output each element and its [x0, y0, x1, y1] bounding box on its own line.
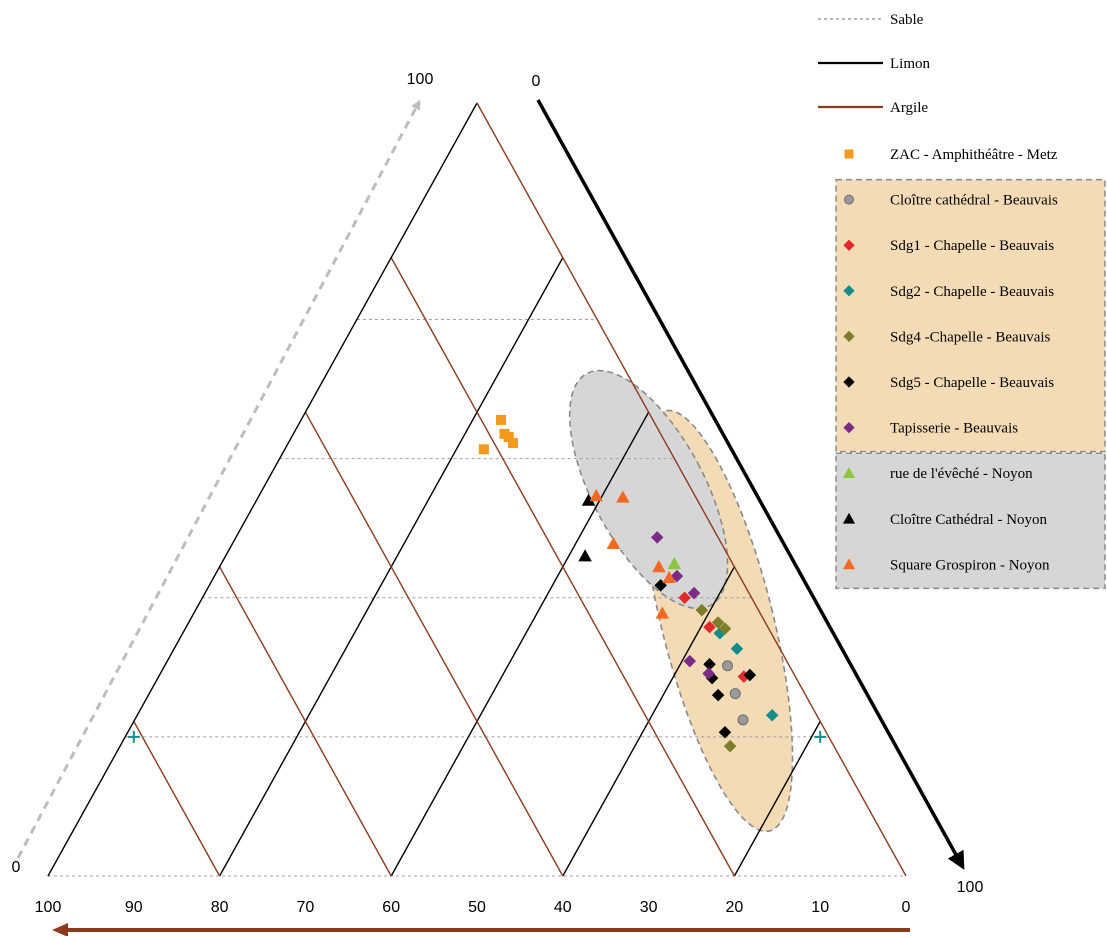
data-point [606, 536, 621, 550]
argile-tick-label: 30 [640, 899, 658, 916]
legend-marker [842, 558, 856, 570]
legend-marker [843, 239, 855, 251]
data-point [703, 657, 716, 671]
sable-start-label: 0 [12, 859, 21, 876]
legend-line-label: Sable [890, 12, 924, 28]
limon-grid-line [733, 721, 821, 877]
legend-marker [843, 330, 855, 343]
legend-group-box-beauvais [835, 178, 1106, 453]
data-points [127, 414, 827, 753]
legend-marker [843, 376, 855, 388]
argile-grid-line [218, 566, 392, 877]
sable-axis-arrow [16, 99, 421, 859]
data-point [503, 431, 514, 442]
data-point [667, 556, 682, 570]
data-point [723, 739, 737, 753]
data-point [702, 667, 715, 680]
data-point [730, 642, 744, 655]
data-point [652, 560, 666, 573]
argile-tick-label: 70 [297, 899, 315, 916]
data-point [711, 616, 725, 629]
legend-series-label: Sdg2 - Chapelle - Beauvais [890, 284, 1054, 300]
argile-tick-label: 60 [382, 899, 400, 916]
axis-arrows [16, 99, 965, 936]
data-point [729, 688, 741, 700]
argile-tick-label: 40 [554, 899, 572, 916]
data-point [616, 490, 630, 503]
legend-line-label: Limon [890, 56, 930, 72]
data-point [722, 660, 734, 672]
calibration-mark [814, 730, 827, 743]
data-point [718, 622, 732, 635]
legend-series-label: Tapisserie - Beauvais [890, 421, 1018, 437]
limon-start-label: 0 [532, 73, 541, 90]
argile-tick-label: 10 [811, 899, 829, 916]
grid-lines [47, 102, 907, 877]
limon-axis-arrow [536, 99, 965, 870]
data-point [650, 531, 664, 544]
data-point [683, 654, 697, 668]
legend-marker [843, 285, 855, 297]
argile-tick-label: 0 [902, 899, 911, 916]
data-point [695, 603, 709, 617]
legend-marker [842, 467, 856, 479]
data-point [655, 606, 670, 619]
legend: Sable Limon Argile ZAC - Amphithéâtre - Met… [818, 12, 1106, 590]
argile-tick-label: 20 [726, 899, 744, 916]
data-point [703, 620, 716, 634]
argile-tick-label: 90 [125, 899, 143, 916]
argile-tick-label: 50 [468, 899, 486, 916]
legend-series-label: Sdg4 -Chapelle - Beauvais [890, 329, 1051, 345]
data-point [765, 708, 779, 722]
argile-tick-label: 80 [211, 899, 229, 916]
limon-end-label: 100 [957, 879, 984, 896]
argile-grid-line [304, 411, 564, 877]
legend-group-box-noyon [835, 452, 1106, 590]
argile-grid-line [390, 257, 736, 877]
legend-line-label: Argile [890, 100, 928, 116]
data-point [711, 688, 725, 702]
sable-end-label: 100 [407, 71, 434, 88]
legend-series-label: ZAC - Amphithéâtre - Metz [890, 147, 1058, 163]
data-point [718, 725, 732, 739]
legend-series-label: Cloître Cathédral - Noyon [890, 512, 1048, 528]
calibration-mark [127, 730, 140, 743]
limon-grid-line [390, 411, 650, 877]
data-point [478, 444, 489, 455]
data-point [581, 493, 596, 506]
data-point [496, 414, 507, 425]
data-point [508, 438, 519, 449]
legend-marker [844, 194, 854, 205]
legend-series-label: Cloître cathédral - Beauvais [890, 193, 1058, 209]
group-ellipse-noyon [568, 369, 729, 610]
legend-marker [842, 512, 856, 524]
legend-series-label: rue de l'évêché - Noyon [890, 466, 1033, 482]
argile-grid-line [133, 721, 221, 877]
data-point [687, 586, 701, 600]
data-point [737, 714, 749, 726]
legend-marker [844, 149, 854, 159]
legend-series-label: Sdg1 - Chapelle - Beauvais [890, 238, 1054, 254]
right-edge [476, 102, 907, 877]
data-point [743, 668, 757, 682]
data-point [589, 488, 604, 502]
legend-marker [843, 421, 855, 434]
left-edge [47, 102, 478, 877]
legend-series-label: Square Grospiron - Noyon [890, 557, 1050, 573]
data-point [662, 570, 676, 584]
argile-tick-label: 100 [35, 899, 62, 916]
data-point [578, 549, 592, 562]
legend-series-label: Sdg5 - Chapelle - Beauvais [890, 375, 1054, 391]
data-point [678, 591, 691, 604]
